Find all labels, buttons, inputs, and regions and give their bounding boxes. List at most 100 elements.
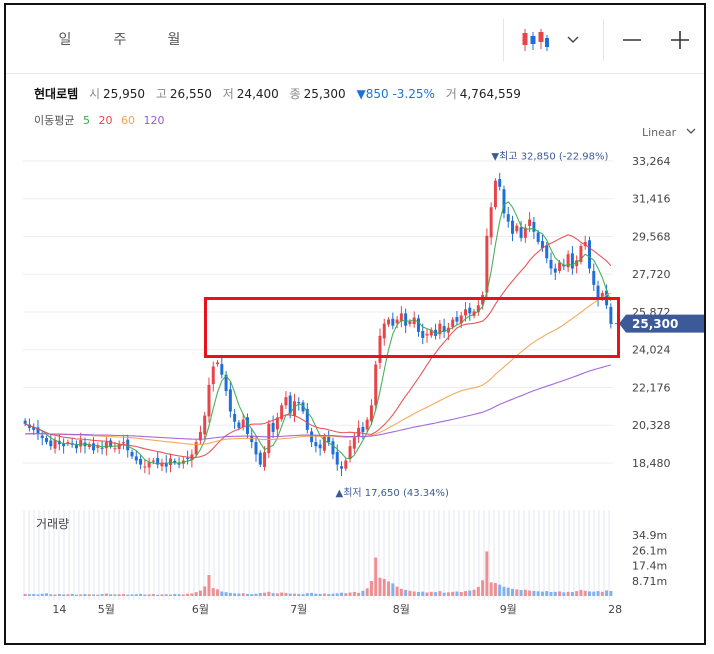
volume-bar [528, 590, 532, 596]
candle-body [502, 189, 506, 214]
volume-bar [502, 586, 506, 596]
candle-body [237, 422, 241, 428]
volume-bar [117, 594, 121, 596]
volume-bar [442, 592, 446, 596]
candle-body [284, 397, 288, 406]
candle-body [416, 318, 420, 332]
tab-weekly[interactable]: 주 [113, 32, 127, 48]
volume-tick-label: 26.1m [632, 544, 667, 557]
low-annotation: ▲최저 17,650 (43.34%) [336, 487, 449, 499]
candle-body [53, 440, 57, 449]
chart-type-button[interactable] [520, 27, 580, 53]
zoom-in-button[interactable] [668, 27, 692, 53]
candle-body [100, 447, 104, 449]
candle-body [254, 442, 258, 455]
x-tick-label: 6월 [192, 603, 209, 616]
volume-bar [369, 580, 373, 596]
volume-bar [587, 591, 591, 596]
candle-body [275, 417, 279, 430]
candle-body [139, 458, 143, 465]
ma-60-line [25, 292, 612, 445]
volume-bar [536, 591, 540, 596]
volume-bar [575, 591, 579, 596]
candle-body [104, 442, 108, 449]
candle-body [109, 440, 113, 447]
high-annotation: ▼최고 32,850 (-22.98%) [491, 150, 608, 162]
candle-body [545, 245, 549, 259]
candle-body [587, 240, 591, 269]
scale-label: Linear [642, 126, 677, 139]
volume-bar [562, 592, 566, 596]
candle-body [121, 442, 125, 444]
volume-bar [263, 592, 267, 596]
y-tick-label: 33,264 [632, 155, 671, 168]
candle-body [143, 466, 147, 468]
volume-bar [387, 581, 391, 596]
candle-body [369, 405, 373, 422]
candle-body [399, 313, 403, 322]
candle-body [198, 431, 202, 441]
volume-bar [83, 594, 87, 596]
candle-body [211, 366, 215, 385]
volume-bar [74, 594, 78, 596]
candle-body [87, 444, 91, 448]
zoom-out-button[interactable] [620, 27, 644, 53]
y-tick-label: 18,480 [632, 457, 671, 470]
volume-bar [241, 593, 245, 596]
tab-daily[interactable]: 일 [58, 32, 72, 48]
close-label: 종 [289, 87, 301, 101]
minus-icon [623, 39, 641, 41]
volume-tick-label: 8.71m [632, 575, 667, 588]
candle-body [216, 362, 220, 365]
ma-5-line [24, 201, 612, 465]
candle-body [327, 436, 331, 443]
volume-bar [160, 594, 164, 596]
volume-bar [198, 590, 202, 596]
volume-value: 4,764,559 [459, 87, 521, 101]
volume-bar [190, 593, 194, 596]
candle-body [442, 326, 446, 332]
candle-body [549, 259, 553, 269]
scale-dropdown[interactable]: Linear [642, 126, 697, 139]
open-label: 시 [89, 87, 101, 101]
ma-20: 20 [98, 114, 113, 127]
volume-bar [280, 592, 284, 596]
candle-body [540, 241, 544, 249]
candle-body [596, 285, 600, 300]
volume-bar [506, 587, 510, 596]
volume-bar [245, 593, 249, 596]
x-tick-label: 5월 [98, 603, 115, 616]
volume-bar [53, 594, 57, 596]
candle-body [408, 321, 412, 325]
candle-body [519, 227, 523, 238]
volume-bar [203, 586, 207, 596]
tab-monthly[interactable]: 월 [167, 32, 181, 48]
volume-bar [395, 586, 399, 596]
volume-bar [301, 594, 305, 596]
volume-bar [532, 590, 536, 596]
volume-bar [600, 591, 604, 596]
candle-body [536, 232, 540, 242]
candle-body [258, 452, 262, 465]
volume-bar [357, 592, 361, 596]
price-chart[interactable]: 33,26431,41629,56827,72025,87224,02422,1… [6, 5, 704, 643]
moving-average-legend[interactable]: 이동평균 5 20 60 120 [34, 112, 169, 128]
candle-body [412, 317, 416, 325]
volume-bar [498, 584, 502, 596]
candle-body [207, 384, 211, 417]
volume-bar [425, 592, 429, 596]
candle-body [74, 444, 78, 449]
candle-body [318, 444, 322, 449]
volume-bar [233, 593, 237, 596]
volume-bar [451, 591, 455, 596]
volume-bar [70, 593, 74, 596]
volume-bar [481, 580, 485, 596]
candle-body [434, 329, 438, 336]
volume-bar [254, 593, 258, 596]
volume-bar [592, 591, 596, 596]
volume-bar [485, 551, 489, 596]
change-value: ▼850 -3.25% [356, 87, 435, 101]
volume-bar [374, 557, 378, 596]
volume-bar [340, 592, 344, 596]
candle-body [335, 451, 339, 465]
